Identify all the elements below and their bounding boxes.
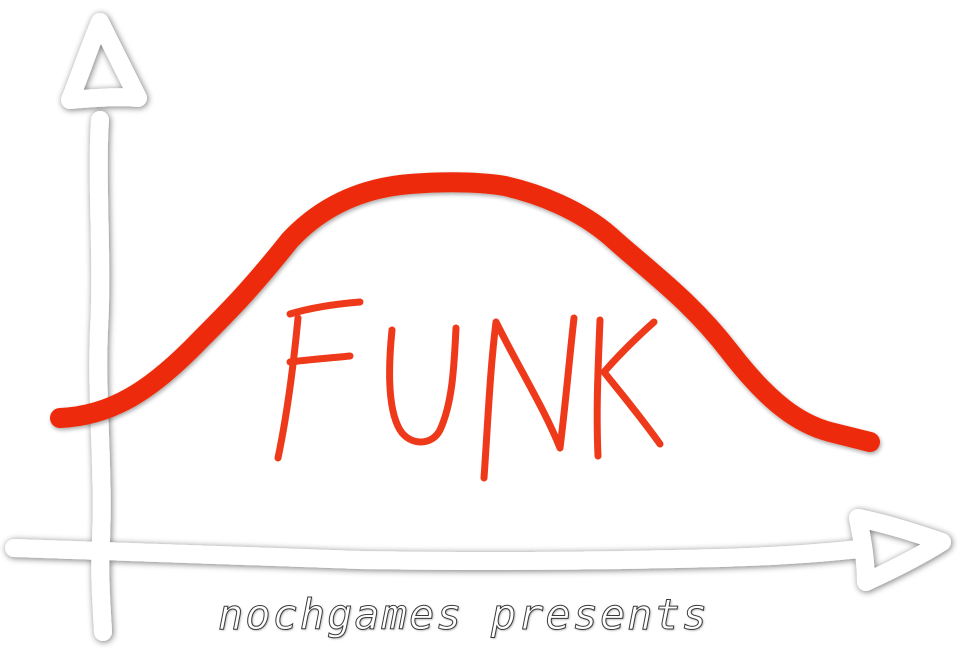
letter-f-middle — [286, 352, 354, 366]
axes — [5, 13, 951, 641]
funk-wordmark — [274, 298, 664, 482]
bell-curve — [50, 172, 880, 452]
y-axis-arrow — [61, 13, 147, 109]
letter-n — [480, 314, 578, 482]
letter-u — [386, 324, 460, 446]
tagline-text: nochgames presents — [218, 590, 710, 640]
letter-k-arm — [600, 318, 664, 448]
letter-f — [274, 314, 302, 462]
x-axis-line — [5, 539, 869, 571]
letter-k-stem — [593, 316, 604, 460]
y-axis-line — [89, 111, 112, 641]
letter-f-top — [286, 298, 364, 318]
x-axis-arrow — [849, 509, 951, 591]
